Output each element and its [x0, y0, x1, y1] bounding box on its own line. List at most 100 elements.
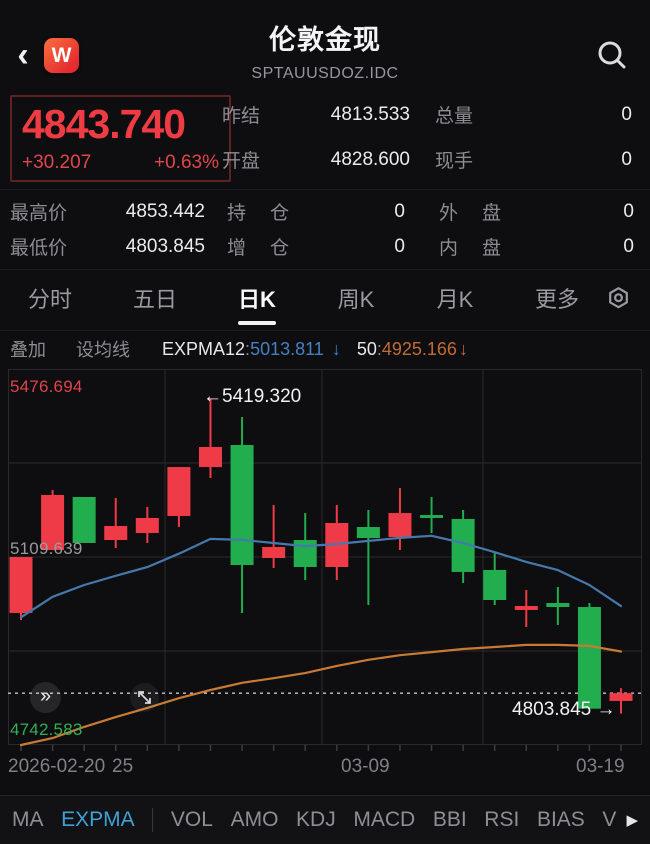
- indicator-tab-ma[interactable]: MA: [12, 808, 44, 831]
- period-tab-0[interactable]: 分时: [28, 282, 72, 325]
- active-tab-underline: [31, 321, 69, 325]
- candle-body: [451, 518, 475, 572]
- inner-volume-value: 0: [623, 235, 634, 257]
- expma12-value: 5013.811: [250, 338, 324, 359]
- expma50-value: 4925.166: [381, 338, 457, 359]
- wind-app-logo[interactable]: W: [44, 38, 79, 73]
- candle-body: [104, 525, 128, 541]
- oi-change-value: 0: [394, 235, 405, 257]
- price-panel: 4843.740 +30.207 +0.63% 昨结 4813.533 总量 0…: [0, 92, 650, 188]
- detail-row: 最低价 4803.845 增 仓 0 内 盘 0: [0, 231, 650, 263]
- active-tab-underline: [136, 321, 174, 325]
- resize-handle-icon[interactable]: [130, 683, 159, 712]
- period-tab-label: 五日: [133, 287, 178, 312]
- indicator-tab-bias[interactable]: BIAS: [536, 808, 585, 831]
- y-axis-min-label: 4742.583: [10, 720, 83, 739]
- indicator-tab-v[interactable]: V: [602, 808, 617, 831]
- back-button[interactable]: ‹: [17, 36, 29, 74]
- colon: :: [376, 338, 382, 359]
- low-label: 最低价: [10, 238, 68, 259]
- open-label: 开盘: [222, 151, 261, 172]
- expma12-down-arrow-icon: ↓: [331, 338, 341, 359]
- total-volume-label: 总量: [435, 106, 474, 127]
- last-price: 4843.740: [22, 101, 186, 147]
- high-annotation: ←5419.320: [203, 386, 302, 407]
- indicator-tab-rsi[interactable]: RSI: [484, 808, 520, 831]
- candle-body: [293, 540, 317, 568]
- indicator-tab-bar: MA EXPMA VOL AMO KDJ MACD BBI RSI BIAS V ▶: [0, 795, 650, 844]
- x-axis-label: 03-09: [341, 756, 390, 777]
- period-tab-4[interactable]: 月K: [436, 282, 474, 325]
- candle-body: [198, 447, 222, 468]
- current-hand-label: 现手: [435, 151, 474, 172]
- candle-body: [167, 467, 191, 516]
- search-icon[interactable]: [594, 38, 630, 74]
- price-change: +30.207: [22, 152, 92, 173]
- low-value: 4803.845: [125, 235, 205, 257]
- last-price-box: 4843.740 +30.207 +0.63%: [10, 95, 231, 182]
- ma-settings-button[interactable]: 设均线: [76, 340, 130, 360]
- indicator-tab-amo[interactable]: AMO: [230, 808, 279, 831]
- high-label: 最高价: [10, 203, 68, 224]
- indicator-tab-macd[interactable]: MACD: [353, 808, 416, 831]
- quote-row: 开盘 4828.600 现手 0: [222, 145, 634, 175]
- indicator-tab-expma[interactable]: EXPMA: [61, 808, 135, 831]
- header: ‹ W 伦敦金现 SPTAUUSDOZ.IDC: [0, 0, 650, 90]
- period-tab-label: 分时: [28, 287, 73, 312]
- title-block: 伦敦金现 SPTAUUSDOZ.IDC: [100, 18, 550, 83]
- divider: [0, 269, 650, 270]
- active-tab-underline: [436, 321, 474, 325]
- candle-body: [72, 496, 96, 543]
- period-tab-5[interactable]: 更多: [535, 282, 579, 325]
- candle-body: [514, 605, 538, 610]
- overlay-button[interactable]: 叠加: [10, 340, 46, 360]
- ema-line-expma50: [19, 643, 623, 747]
- more-indicators-arrow-icon[interactable]: ▶: [626, 812, 638, 829]
- candle-body: [577, 607, 601, 709]
- period-tab-label: 月K: [436, 287, 474, 312]
- period-tab-3[interactable]: 周K: [337, 282, 375, 325]
- quote-row: 昨结 4813.533 总量 0: [222, 100, 634, 130]
- active-tab-underline: [538, 321, 576, 325]
- x-axis-label: 25: [112, 756, 134, 777]
- oi-change-label: 增 仓: [227, 238, 289, 259]
- outer-volume-value: 0: [623, 200, 634, 222]
- divider: [0, 330, 650, 331]
- low-annotation: 4803.845 →: [512, 699, 616, 720]
- candle-body: [546, 603, 570, 608]
- instrument-code: SPTAUUSDOZ.IDC: [251, 65, 399, 82]
- indicator-bar: 叠加 设均线 EXPMA12:5013.811 ↓ 50:4925.166 ↓: [0, 331, 650, 367]
- y-axis-mid-label: 5109.639: [10, 539, 83, 558]
- total-volume-value: 0: [621, 103, 632, 125]
- period-tab-1[interactable]: 五日: [133, 282, 177, 325]
- period-tab-bar: 分时 五日 日K 周K 月K 更多: [0, 272, 650, 328]
- candle-body: [41, 494, 65, 551]
- current-hand-value: 0: [621, 148, 632, 170]
- period-tab-label: 周K: [337, 287, 375, 312]
- indicator-tab-bbi[interactable]: BBI: [432, 808, 467, 831]
- candlestick-chart[interactable]: 5476.694 5109.639 4742.583 ←5419.320 480…: [0, 369, 650, 783]
- chart-grid: [8, 369, 642, 745]
- detail-row: 最高价 4853.442 持 仓 0 外 盘 0: [0, 196, 650, 228]
- indicator-tab-vol[interactable]: VOL: [170, 808, 213, 831]
- active-tab-underline: [238, 321, 276, 325]
- candle-body: [135, 517, 159, 533]
- candle-body: [388, 513, 412, 537]
- open-interest-label: 持 仓: [227, 203, 289, 224]
- period-tab-2[interactable]: 日K: [238, 282, 276, 325]
- fast-forward-button[interactable]: »: [30, 682, 61, 713]
- period-tab-label: 更多: [534, 287, 579, 312]
- divider: [0, 189, 650, 190]
- y-axis-max-label: 5476.694: [10, 377, 83, 396]
- chart-settings-icon[interactable]: [605, 285, 632, 317]
- candle-body: [420, 515, 444, 518]
- prev-settle-label: 昨结: [222, 106, 261, 127]
- candle-body: [262, 546, 286, 558]
- indicator-tab-kdj[interactable]: KDJ: [296, 808, 336, 831]
- price-change-percent: +0.63%: [154, 152, 219, 173]
- prev-settle-value: 4813.533: [330, 103, 410, 125]
- x-axis-label: 03-19: [576, 756, 625, 777]
- detail-panel: 最高价 4853.442 持 仓 0 外 盘 0 最低价 4803.845 增 …: [0, 192, 650, 266]
- chart-canvas[interactable]: [8, 369, 642, 753]
